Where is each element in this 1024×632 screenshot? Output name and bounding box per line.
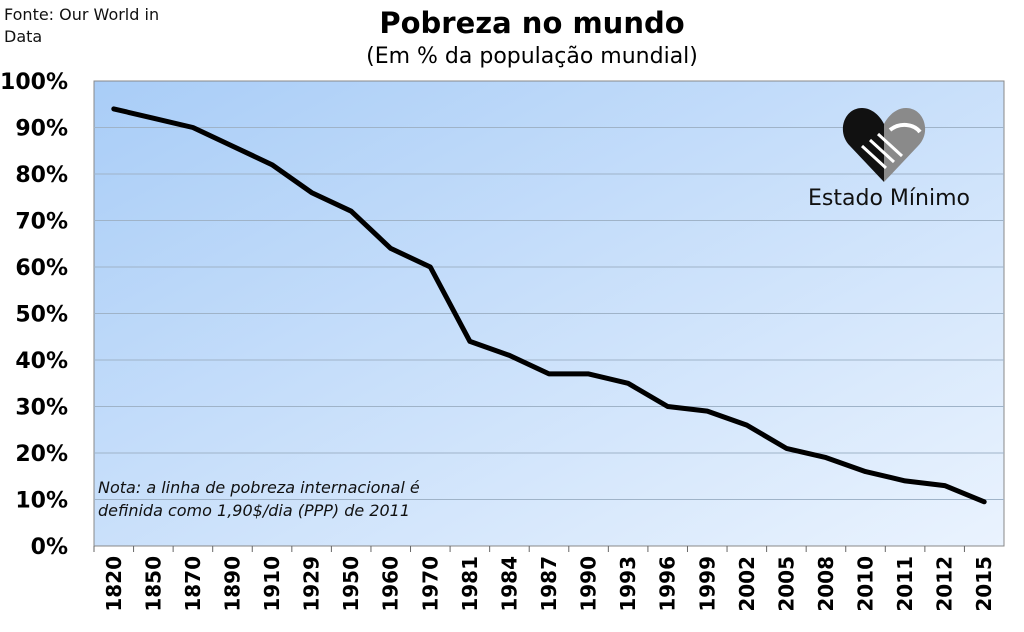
x-tick-label: 2008: [814, 556, 838, 612]
y-tick-label: 90%: [15, 117, 68, 142]
x-tick-label: 1960: [379, 556, 403, 612]
x-tick-label: 1890: [220, 556, 244, 612]
chart-title: Pobreza no mundo: [379, 6, 685, 40]
x-tick-label: 2002: [735, 556, 759, 612]
handshake-heart-icon: [842, 108, 926, 182]
y-tick-label: 100%: [0, 70, 68, 95]
x-tick-label: 1984: [497, 556, 521, 612]
x-tick-label: 1820: [102, 556, 126, 612]
y-tick-label: 20%: [15, 442, 68, 467]
y-tick-label: 0%: [31, 535, 68, 560]
x-tick-label: 1993: [616, 556, 640, 612]
x-tick-label: 2010: [854, 556, 878, 612]
x-axis: 1820 1850 1870 1890 1910 1929 1950 1960 1970 1981…: [93, 546, 996, 612]
x-tick-label: 1850: [141, 556, 165, 612]
x-tick-label: 2015: [972, 556, 996, 612]
x-tick-label: 2005: [774, 556, 798, 612]
chart-note: Nota: a linha de pobreza internacional é…: [98, 478, 420, 520]
y-tick-label: 50%: [15, 303, 68, 328]
x-tick-label: 1929: [300, 556, 324, 612]
x-tick-label: 1870: [181, 556, 205, 612]
x-tick-label: 2011: [893, 556, 917, 612]
y-tick-label: 80%: [15, 163, 68, 188]
x-tick-label: 1950: [339, 556, 363, 612]
y-tick-label: 60%: [15, 256, 68, 281]
logo-text: Estado Mínimo: [808, 186, 970, 211]
y-tick-label: 40%: [15, 349, 68, 374]
y-tick-label: 70%: [15, 210, 68, 235]
source-label: Fonte: Our World in Data: [4, 5, 160, 46]
x-tick-label: 1910: [260, 556, 284, 612]
x-tick-label: 1981: [458, 556, 482, 612]
x-tick-label: 1987: [537, 556, 561, 612]
y-axis: 0% 10% 20% 30% 40% 50% 60% 70% 80% 90% 100%: [0, 70, 68, 560]
x-tick-label: 2012: [933, 556, 957, 612]
chart-subtitle: (Em % da população mundial): [366, 44, 698, 69]
y-tick-label: 30%: [15, 396, 68, 421]
poverty-line: [111, 106, 987, 505]
x-tick-label: 1996: [656, 556, 680, 612]
x-tick-label: 1999: [695, 556, 719, 612]
y-tick-label: 10%: [15, 489, 68, 514]
x-tick-label: 1970: [418, 556, 442, 612]
x-tick-label: 1990: [577, 556, 601, 612]
